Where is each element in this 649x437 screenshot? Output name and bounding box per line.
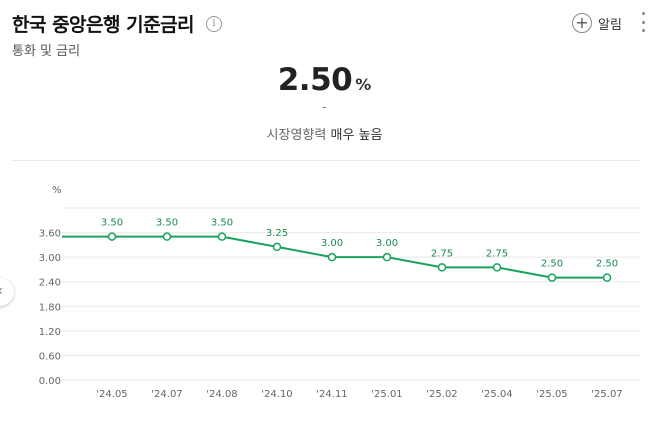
rate-change: - [322,100,327,114]
plus-icon: + [572,13,592,33]
y-tick-label: 0.60 [39,351,61,362]
data-point[interactable] [107,232,117,241]
data-label: 3.00 [376,238,398,249]
data-point[interactable] [547,273,557,282]
data-points [107,232,612,282]
data-point[interactable] [217,232,227,241]
data-point[interactable] [437,263,447,272]
data-label: 3.00 [321,238,343,249]
page-title: 한국 중앙은행 기준금리 [12,14,195,36]
data-point[interactable] [602,273,612,282]
data-label: 3.50 [211,218,233,229]
data-point[interactable] [327,252,337,262]
y-tick-label: 3.00 [39,253,61,264]
scroll-left-button[interactable]: ‹ [0,278,14,306]
grid-lines [62,207,641,381]
rate-unit: % [355,75,372,94]
impact-label: 시장영향력 [266,128,327,143]
rate-line-chart: 0.000.601.201.802.403.003.60 '24.05'24.0… [39,185,641,400]
impact-level: 매우 높음 [330,128,383,143]
x-tick-label: '25.01 [371,389,402,400]
y-axis-unit: % [52,185,62,196]
rate-value: 2.50 [277,62,353,98]
x-tick-label: '25.04 [481,389,512,400]
info-icon[interactable]: i [206,16,222,32]
chart-container: 0.00 0.60 1.20 1.80 2.40 3.00 3.60 '24.05'24.0… [12,160,641,429]
x-tick-label: '25.05 [536,389,567,400]
data-point[interactable] [382,252,392,262]
x-tick-label: '24.07 [151,389,182,400]
y-tick-label: 1.80 [39,302,61,313]
data-point[interactable] [162,232,172,241]
category-subtitle: 통화 및 금리 [12,44,81,59]
data-labels: 3.50 3.50 3.50 3.25 3.00 3.00 2.75 2.75 2.50 2.50 [101,218,618,270]
x-tick-label: '24.05 [96,389,127,400]
y-axis-labels: 0.00 0.60 1.20 1.80 2.40 3.00 3.60 [39,229,61,387]
data-label: 3.50 [156,218,178,229]
x-axis-labels: '24.05 '24.07 '24.08 '24.10 '24.11 '25.01 '25.… [96,389,622,400]
x-tick-label: '24.10 [261,389,292,400]
data-label: 2.75 [486,248,508,259]
data-point[interactable] [272,242,282,252]
data-label: 3.50 [101,218,123,229]
x-tick-label: '25.02 [426,389,457,400]
data-label: 3.25 [266,228,288,239]
more-vert-icon[interactable] [640,12,646,32]
alarm-label: 알림 [598,17,622,33]
market-impact: 시장영향력 매우 높음 [0,124,649,143]
data-label: 2.50 [541,259,563,270]
x-tick-label: '24.08 [206,389,237,400]
data-label: 2.75 [431,248,453,259]
y-tick-label: 2.40 [39,278,61,289]
data-label: 2.50 [596,259,618,270]
x-tick-label: '24.11 [316,389,347,400]
x-tick-label: '25.07 [591,389,622,400]
y-tick-label: 0.00 [39,376,61,387]
alarm-button[interactable]: + 알림 [572,12,622,34]
rate-value-row: 2.50% [0,62,649,98]
y-tick-label: 3.60 [39,229,61,240]
data-point[interactable] [492,263,502,272]
y-tick-label: 1.20 [39,327,61,338]
